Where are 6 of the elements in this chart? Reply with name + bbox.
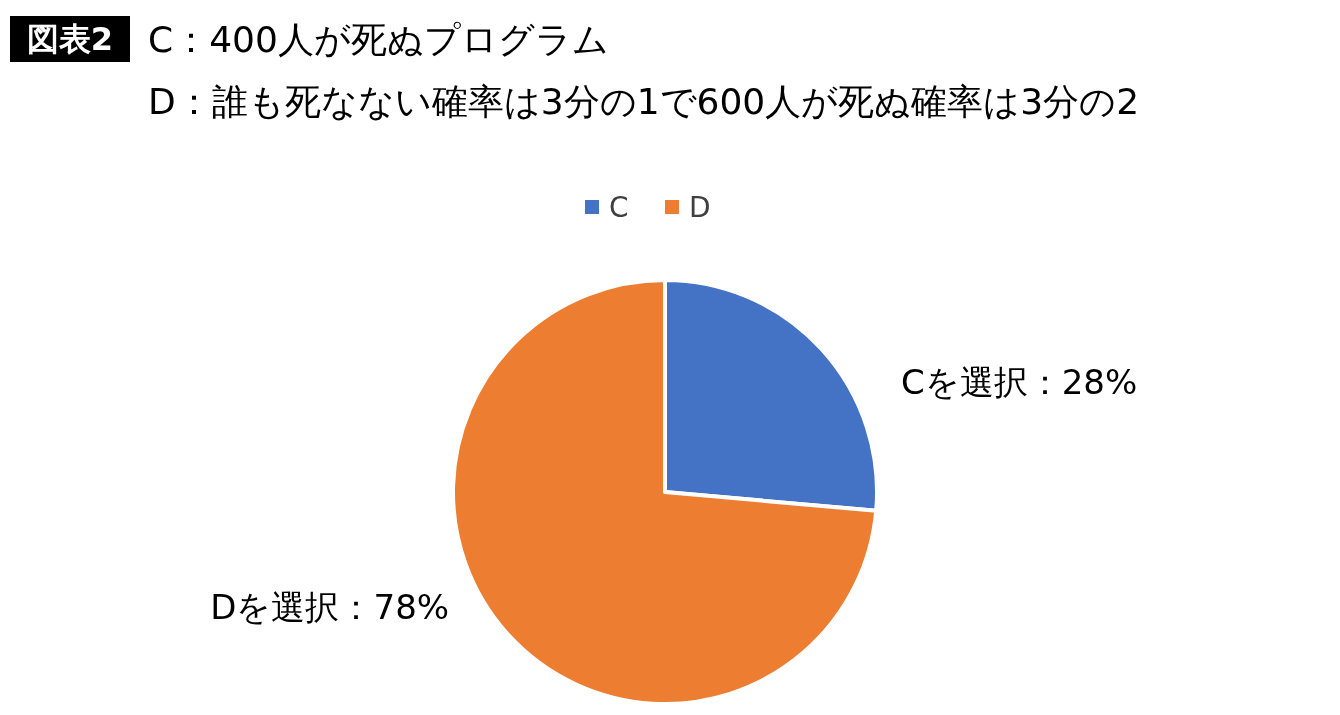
chart-title: 図表2 <box>26 20 114 59</box>
data-label: Dを選択：78% <box>210 587 450 627</box>
legend-label: D <box>689 190 711 224</box>
data-label: Cを選択：28% <box>900 361 1138 402</box>
chart-subtitle: C：400人が死ぬプログラム D：誰も死なない確率は3分の1で600人が死ぬ確率は3分の2 <box>148 18 1140 122</box>
legend-label: C <box>609 190 629 224</box>
